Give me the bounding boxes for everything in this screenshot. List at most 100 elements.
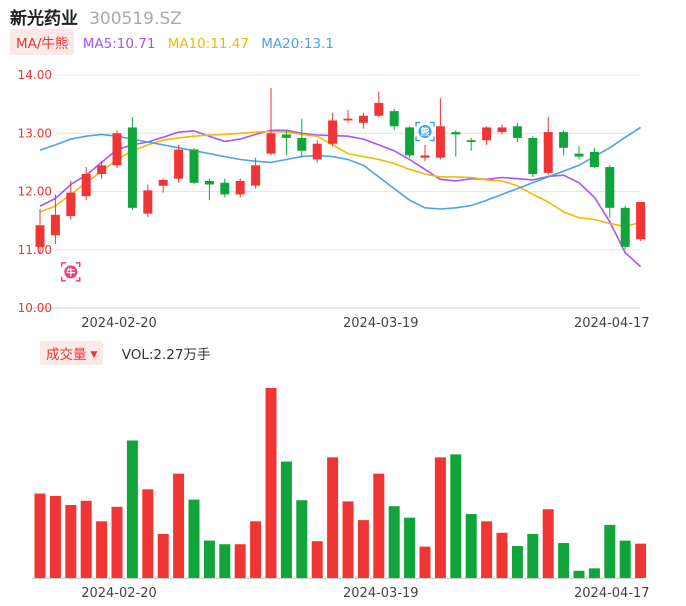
price-grid — [32, 74, 640, 309]
volume-bar — [619, 540, 631, 578]
candle-body — [174, 149, 184, 179]
volume-bar — [388, 506, 400, 578]
volume-bar — [188, 499, 200, 578]
volume-bar — [157, 533, 169, 578]
volume-bar — [419, 546, 431, 578]
x-tick-label: 2024-03-19 — [343, 586, 419, 601]
candle-body — [605, 167, 615, 208]
stock-name: 新光药业 — [10, 9, 78, 29]
candle-body — [497, 127, 507, 133]
ma5-legend-label: MA5:10.71 — [82, 36, 156, 52]
volume-bar — [49, 495, 61, 578]
candle-body — [620, 207, 630, 247]
volume-button-label: 成交量 — [46, 347, 87, 363]
candlestick-series — [35, 87, 646, 255]
stock-header: 新光药业 300519.SZ — [10, 4, 182, 29]
candle-body — [158, 179, 168, 186]
candle-body — [389, 111, 399, 127]
volume-bar — [80, 500, 92, 578]
volume-value-label: VOL:2.27万手 — [121, 347, 211, 363]
candle-body — [528, 137, 538, 175]
ma5-line — [39, 129, 642, 268]
caret-down-icon: ▼ — [90, 350, 98, 360]
volume-bar — [311, 541, 323, 578]
volume-bar — [126, 440, 138, 578]
volume-bar — [542, 509, 554, 578]
bear-icon: 熊 — [415, 121, 435, 142]
volume-bar — [604, 524, 616, 578]
marker-glyph: 牛 — [66, 266, 75, 278]
volume-bar — [234, 544, 246, 578]
volume-bar — [481, 521, 493, 578]
volume-indicator-button[interactable]: 成交量 ▼ — [40, 341, 104, 365]
candle-body — [374, 102, 384, 116]
volume-bar — [465, 514, 477, 578]
volume-bar — [373, 473, 385, 578]
candle-body — [127, 127, 137, 208]
candle-body — [559, 132, 569, 148]
volume-bar — [142, 489, 154, 578]
candle-body — [636, 201, 646, 240]
candle-body — [358, 115, 368, 123]
candle-body — [297, 137, 307, 151]
price-axis: 14.00 13.00 12.00 11.00 10.00 — [18, 68, 52, 315]
candle-body — [312, 143, 322, 160]
volume-bar — [280, 461, 292, 578]
candle-body — [466, 140, 476, 142]
x-tick-label: 2024-04-17 — [574, 586, 650, 601]
volume-bar — [65, 505, 77, 578]
candle-body — [220, 182, 230, 195]
date-axis-volume: 2024-02-20 2024-03-19 2024-04-17 — [81, 586, 649, 601]
volume-bar — [450, 454, 462, 578]
stock-code: 300519.SZ — [89, 9, 182, 29]
candle-body — [281, 134, 291, 138]
candle-body — [543, 132, 553, 173]
signal-markers: 牛熊 — [61, 121, 435, 282]
candle-body — [343, 118, 353, 121]
candle-body — [81, 174, 91, 197]
candle-body — [112, 133, 122, 166]
candle-body — [35, 225, 45, 247]
volume-bar — [635, 543, 647, 578]
volume-bar — [558, 543, 570, 578]
ma20-legend-label: MA20:13.1 — [261, 36, 334, 52]
x-tick-label: 2024-04-17 — [574, 316, 650, 331]
y-tick-label: 12.00 — [18, 185, 52, 199]
marker-glyph: 熊 — [420, 126, 429, 138]
volume-bar — [588, 568, 600, 578]
marker-badge — [418, 125, 432, 139]
bull-icon: 牛 — [61, 262, 81, 282]
candle-body — [143, 190, 153, 214]
ma20-line — [39, 126, 642, 210]
volume-bar — [96, 521, 108, 578]
candle-body — [266, 133, 276, 154]
y-tick-label: 14.00 — [18, 68, 52, 82]
candle-body — [328, 120, 338, 144]
moving-average-lines — [39, 126, 642, 268]
candle-body — [482, 127, 492, 141]
ma-indicator-button[interactable]: MA/牛熊 — [10, 29, 75, 55]
candle-body — [435, 126, 445, 158]
y-tick-label: 13.00 — [18, 126, 52, 140]
ma10-legend-label: MA10:11.47 — [167, 36, 249, 52]
candle-body — [204, 181, 214, 185]
volume-bar — [203, 540, 215, 578]
volume-bar — [404, 517, 416, 578]
candle-body — [66, 192, 76, 216]
candle-body — [512, 126, 522, 138]
candle-body — [420, 155, 430, 158]
volume-bar — [296, 500, 308, 578]
volume-bar — [573, 570, 585, 578]
volume-bar — [250, 521, 262, 578]
marker-frame — [415, 121, 435, 142]
volume-bar — [527, 533, 539, 578]
candle-body — [50, 214, 60, 236]
x-tick-label: 2024-02-20 — [81, 586, 157, 601]
candle-body — [251, 165, 261, 186]
x-tick-label: 2024-03-19 — [343, 316, 419, 331]
volume-bar — [342, 501, 354, 578]
candle-body — [451, 132, 461, 135]
y-tick-label: 10.00 — [18, 301, 52, 315]
volume-bar — [496, 532, 508, 578]
